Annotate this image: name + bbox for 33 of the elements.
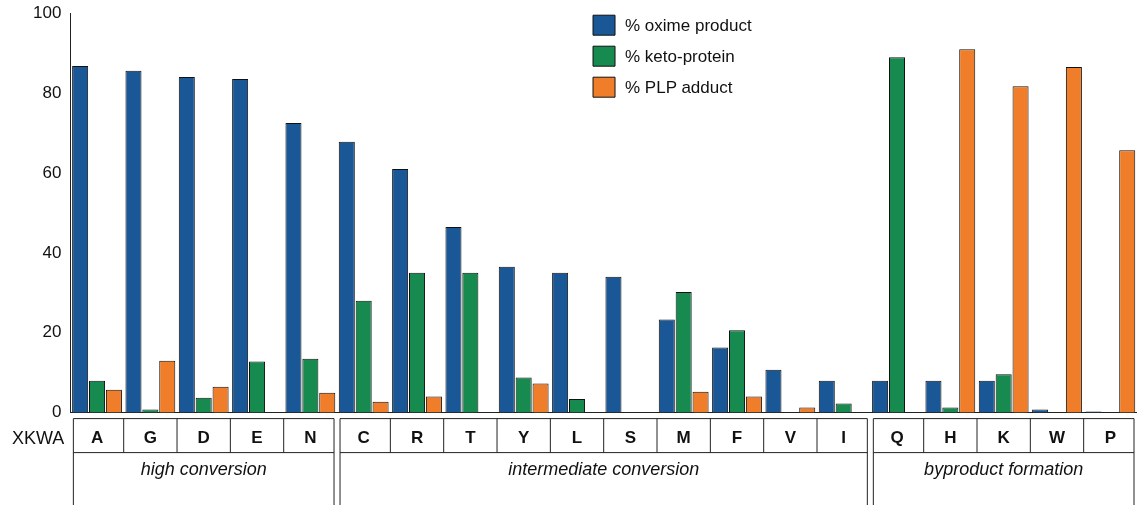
x-tick-label: S (624, 428, 637, 448)
x-tick-label: T (465, 428, 477, 448)
x-tick-label: F (731, 428, 743, 448)
y-tick-label: 60 (42, 162, 62, 182)
x-tick-label: E (251, 428, 263, 448)
x-tick-label: N (304, 428, 317, 448)
x-tick-label: I (841, 428, 847, 448)
text: high conversion (140, 458, 267, 479)
y-tick-label: 100 (32, 2, 62, 22)
x-tick-label: W (1048, 428, 1066, 448)
x-tick-label: G (143, 428, 157, 448)
legend-label: % keto-protein (625, 46, 735, 66)
y-tick-label: 20 (42, 322, 62, 342)
y-tick-label: 0 (51, 402, 62, 422)
text: byproduct formation (924, 458, 1084, 479)
x-tick-label: P (1104, 428, 1117, 448)
x-tick-label: C (357, 428, 370, 448)
x-tick-label: A (90, 428, 104, 448)
x-tick-label: M (676, 428, 691, 448)
legend-label: % oxime product (625, 15, 752, 35)
text: intermediate conversion (508, 458, 700, 479)
y-tick-label: 80 (42, 82, 62, 102)
x-tick-label: Q (890, 428, 904, 448)
x-tick-label: H (944, 428, 957, 448)
x-tick-label: D (197, 428, 210, 448)
x-axis-title: XKWA (12, 427, 65, 448)
y-tick-label: 40 (42, 242, 62, 262)
x-tick-label: L (571, 428, 583, 448)
x-tick-label: K (997, 428, 1011, 448)
legend-label: % PLP adduct (625, 77, 733, 97)
x-tick-label: R (410, 428, 424, 448)
x-tick-label: Y (518, 428, 531, 448)
x-tick-label: V (784, 428, 797, 448)
